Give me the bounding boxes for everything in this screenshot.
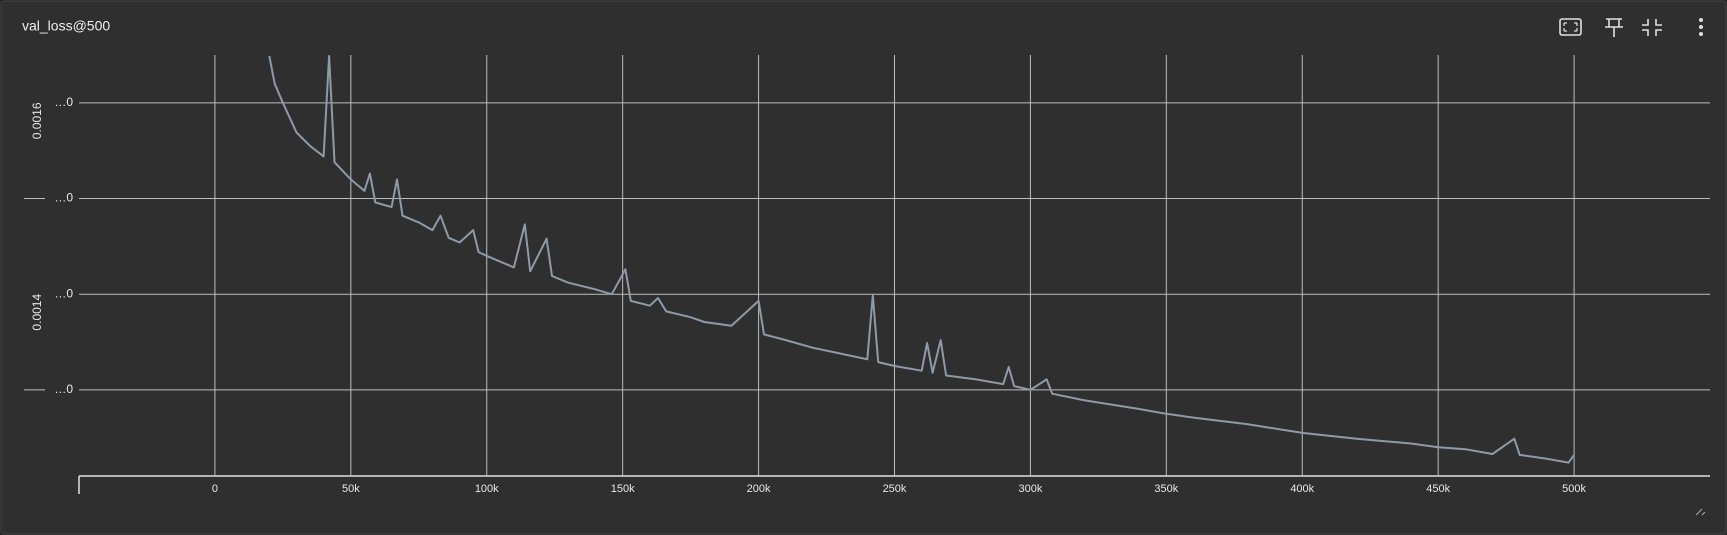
x-tick-label: 250k [883,483,907,495]
y-tick-label: …0 [54,191,73,205]
toolbar [1559,18,1703,37]
chart-title: val_loss@500 [22,18,110,34]
collapse-button[interactable] [1642,19,1662,36]
y-tick-label: …0 [54,382,73,396]
x-tick-label: 400k [1290,483,1314,495]
fit-domain-button[interactable] [1559,18,1582,36]
y-tick-label: …0 [54,95,73,109]
y-axis-full-label: 0.0014 [30,294,44,331]
x-tick-label: 50k [342,483,360,495]
x-tick-label: 100k [475,483,499,495]
x-tick-label: 450k [1426,483,1450,495]
x-tick-label: 200k [747,483,771,495]
resize-handle[interactable] [1695,508,1706,516]
y-axis-full-label: 0.0016 [30,102,44,139]
x-tick-label: 500k [1562,483,1586,495]
pin-button[interactable] [1605,18,1623,37]
x-tick-label: 300k [1018,483,1042,495]
x-tick-label: 350k [1154,483,1178,495]
more-button[interactable] [1699,18,1703,36]
x-tick-label: 0 [212,483,218,495]
series-line [268,55,1575,464]
y-tick-label: …0 [54,286,73,300]
x-tick-label: 150k [611,483,635,495]
